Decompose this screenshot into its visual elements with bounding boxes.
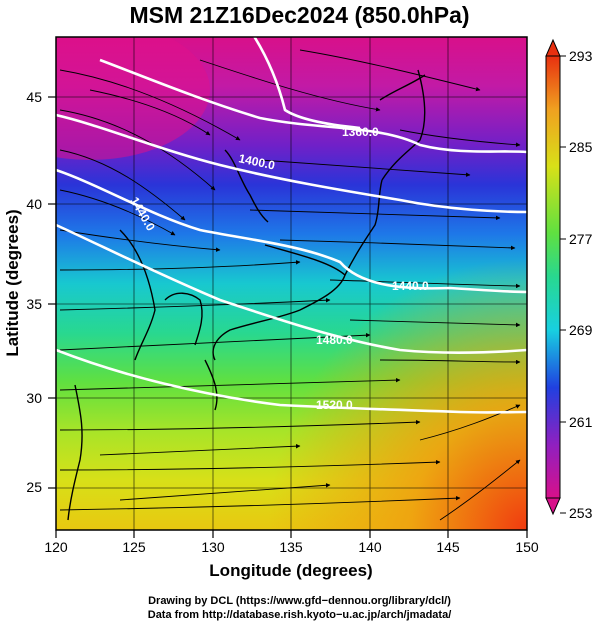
contour-label: 1440.0	[392, 279, 429, 293]
temperature-field	[56, 37, 527, 530]
y-axis-title: Latitude (degrees)	[3, 209, 22, 356]
y-tick-label: 25	[26, 479, 42, 495]
x-tick-label: 140	[358, 539, 382, 555]
x-tick-label: 150	[515, 539, 539, 555]
y-tick-label: 40	[26, 196, 42, 212]
x-tick-label: 130	[201, 539, 225, 555]
credit-drawing: Drawing by DCL (https://www.gfd−dennou.o…	[148, 595, 451, 607]
map-title: MSM 21Z16Dec2024 (850.0hPa)	[129, 2, 470, 28]
credit-data: Data from http://database.rish.kyoto−u.a…	[147, 609, 452, 621]
x-tick-label: 125	[122, 539, 146, 555]
contour-label: 1360.0	[342, 125, 379, 139]
colorbar-label: 269	[569, 322, 593, 338]
y-tick-label: 35	[26, 296, 42, 312]
x-axis-title: Longitude (degrees)	[209, 561, 372, 580]
wind-streamlines	[59, 49, 521, 521]
coastlines	[67, 69, 426, 521]
x-tick-label: 120	[44, 539, 68, 555]
colorbar-label: 293	[569, 48, 593, 64]
x-tick-label: 145	[436, 539, 460, 555]
grid-lines	[56, 37, 527, 530]
colorbar-label: 253	[569, 505, 593, 521]
contour-label: 1520.0	[316, 398, 353, 412]
colorbar-label: 285	[569, 139, 593, 155]
axis-ticks	[48, 96, 528, 538]
colorbar-label: 277	[569, 231, 593, 247]
y-tick-label: 30	[26, 390, 42, 406]
colorbar	[545, 38, 566, 516]
colorbar-label: 261	[569, 414, 593, 430]
x-tick-label: 135	[279, 539, 303, 555]
contour-label: 1480.0	[316, 333, 353, 347]
y-tick-label: 45	[26, 89, 42, 105]
height-contours	[56, 37, 527, 414]
